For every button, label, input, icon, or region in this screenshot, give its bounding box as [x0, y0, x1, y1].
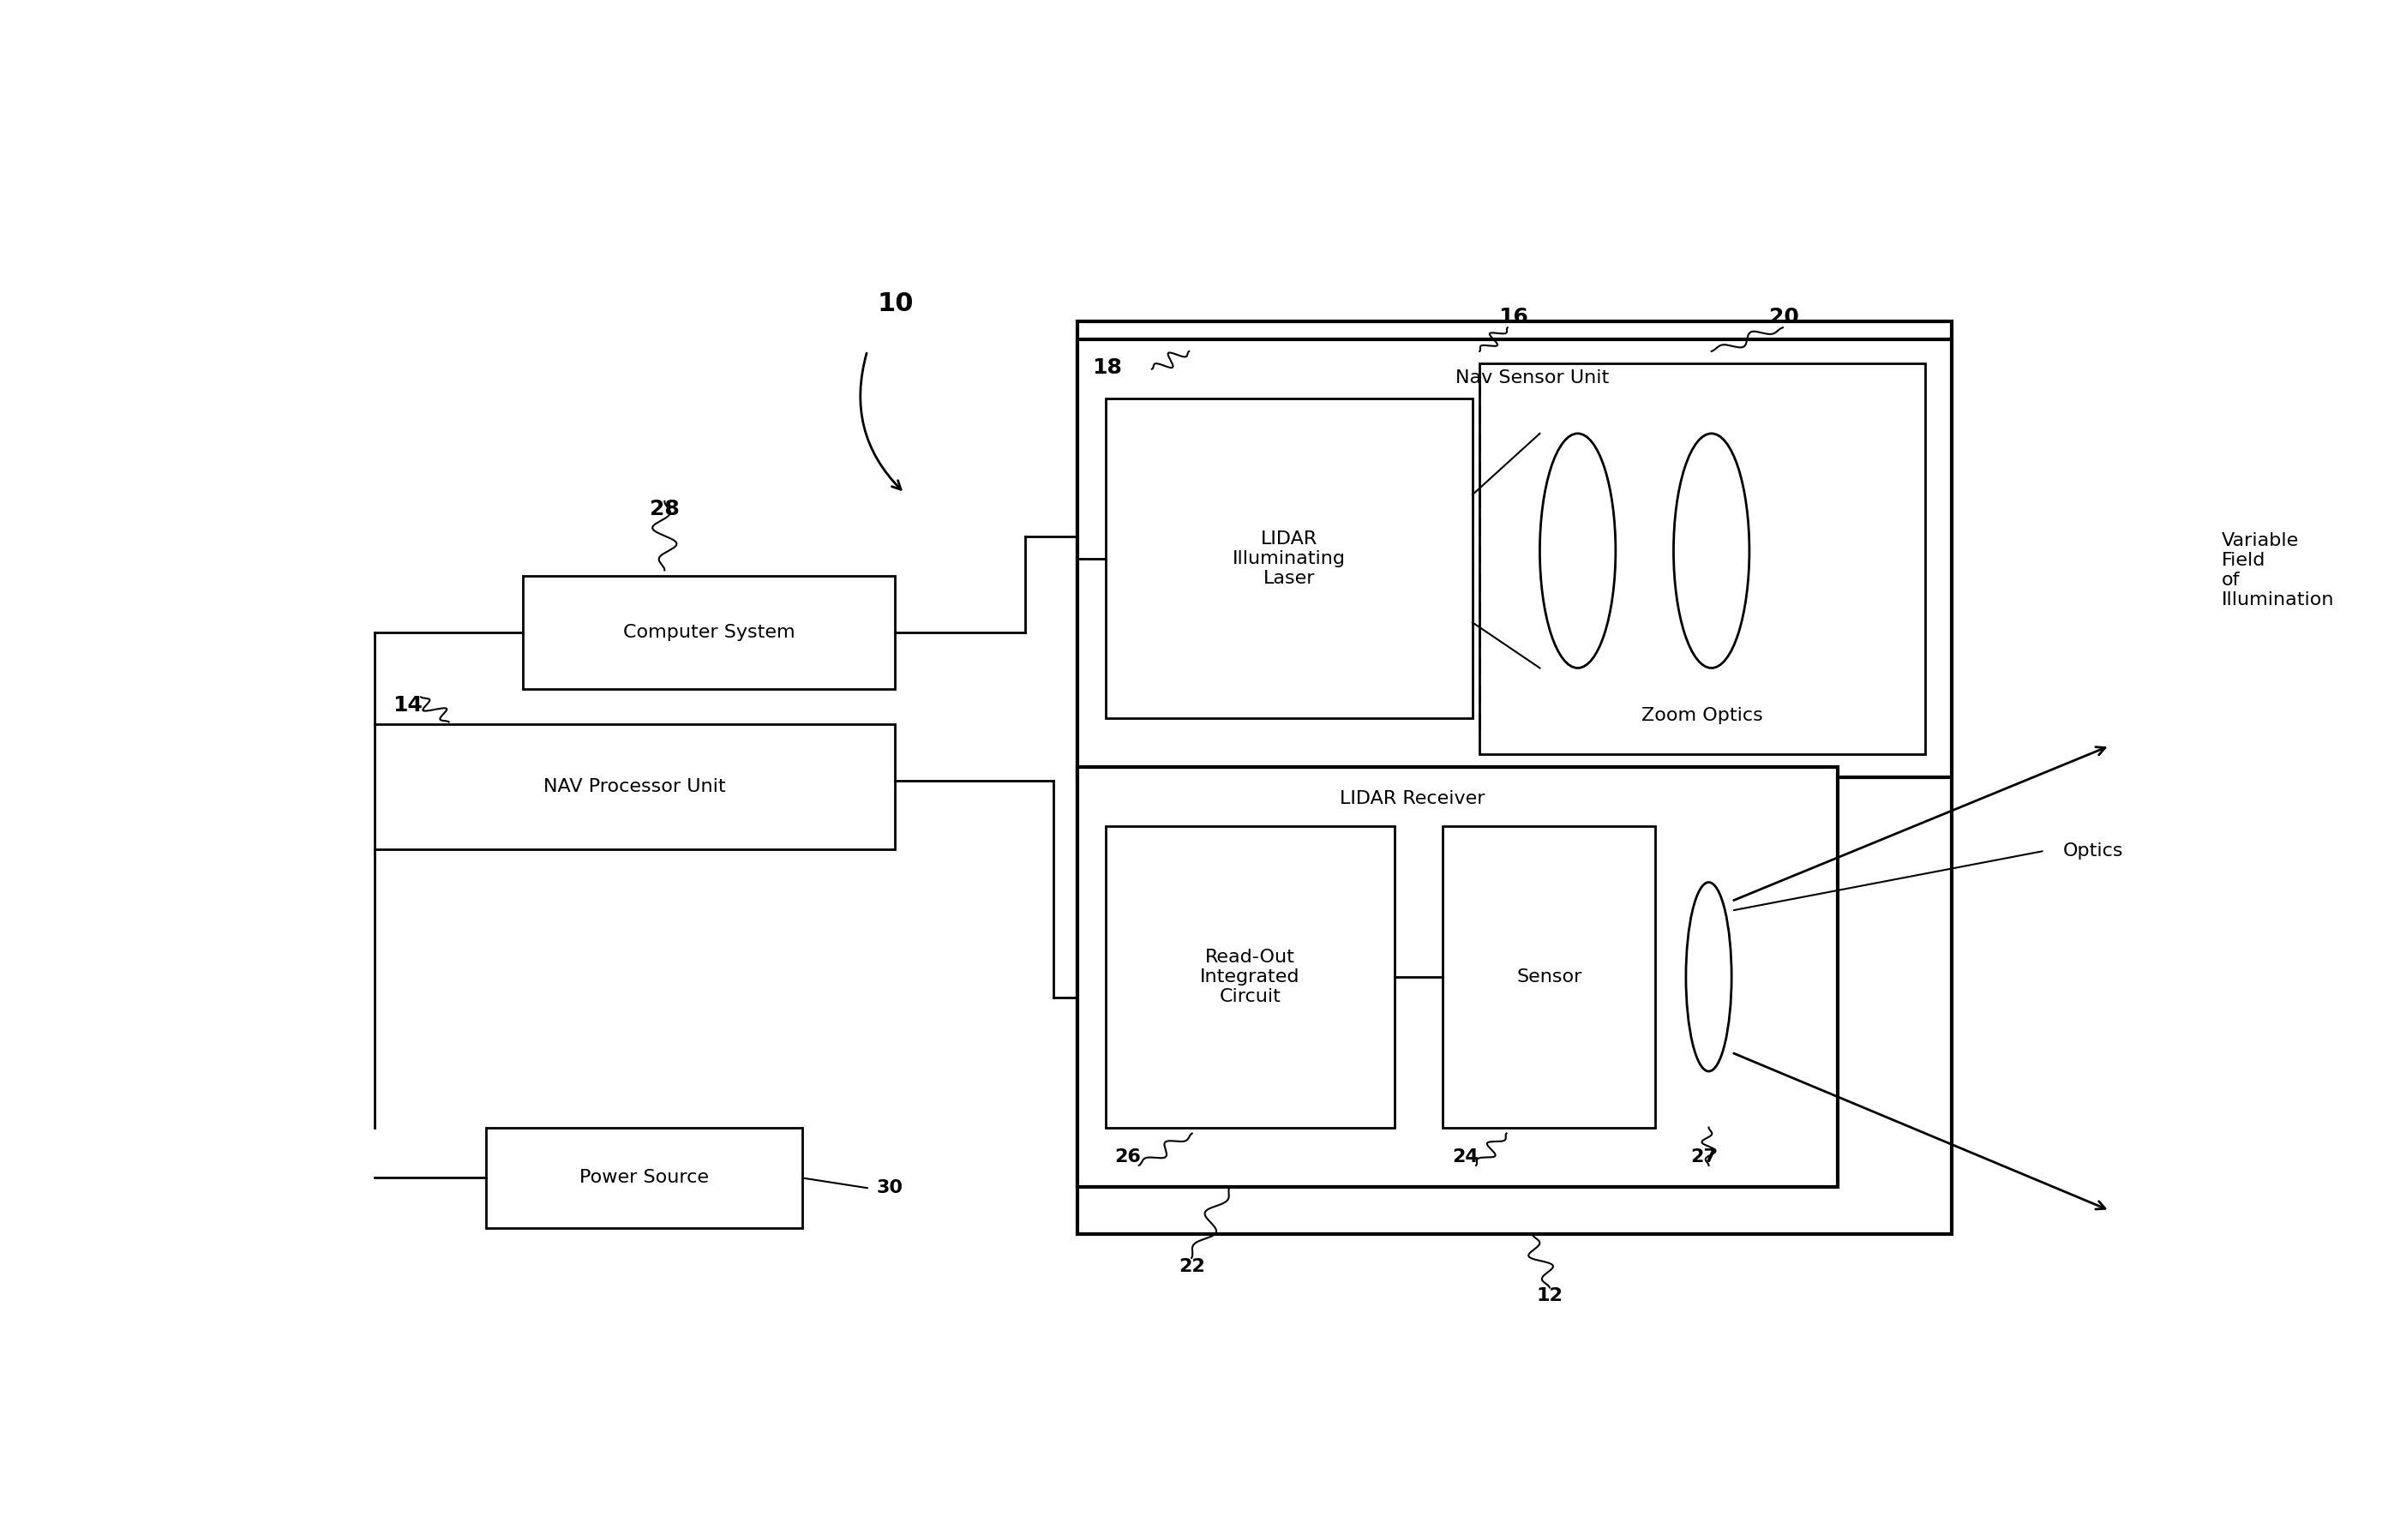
Bar: [1078, 339, 1951, 778]
Text: NAV Processor Unit: NAV Processor Unit: [545, 778, 725, 795]
Bar: [1481, 363, 1925, 755]
Text: Zoom Optics: Zoom Optics: [1642, 707, 1764, 724]
Text: Read-Out
Integrated
Circuit: Read-Out Integrated Circuit: [1200, 949, 1301, 1006]
Text: Variable
Field
of
Illumination: Variable Field of Illumination: [2222, 531, 2335, 608]
Text: 28: 28: [650, 499, 679, 519]
Text: 14: 14: [394, 695, 422, 715]
Bar: [485, 1127, 802, 1229]
Bar: [1106, 399, 1474, 718]
Text: 26: 26: [1114, 1149, 1140, 1166]
Text: 27: 27: [1690, 1149, 1716, 1166]
Bar: [1078, 322, 1951, 1234]
Bar: [1106, 825, 1394, 1127]
Text: 24: 24: [1452, 1149, 1478, 1166]
Text: LIDAR
Illuminating
Laser: LIDAR Illuminating Laser: [1231, 530, 1346, 587]
Text: Optics: Optics: [2064, 842, 2124, 859]
Text: 30: 30: [876, 1180, 902, 1197]
Ellipse shape: [1541, 433, 1615, 668]
Text: Nav Sensor Unit: Nav Sensor Unit: [1454, 370, 1608, 387]
Bar: [1442, 825, 1656, 1127]
Text: Power Source: Power Source: [578, 1169, 708, 1186]
Ellipse shape: [1685, 882, 1730, 1072]
Text: 18: 18: [1092, 357, 1123, 377]
Text: Sensor: Sensor: [1517, 969, 1582, 986]
Text: 12: 12: [1536, 1287, 1562, 1304]
Text: 16: 16: [1498, 306, 1529, 328]
Text: LIDAR Receiver: LIDAR Receiver: [1339, 790, 1486, 807]
Bar: [523, 576, 895, 688]
Text: 10: 10: [876, 291, 914, 316]
Text: Computer System: Computer System: [624, 624, 794, 641]
Text: 22: 22: [1178, 1258, 1205, 1275]
Ellipse shape: [1673, 433, 1750, 668]
Bar: [1078, 767, 1838, 1187]
Text: 20: 20: [1769, 306, 1800, 328]
Bar: [374, 724, 895, 849]
